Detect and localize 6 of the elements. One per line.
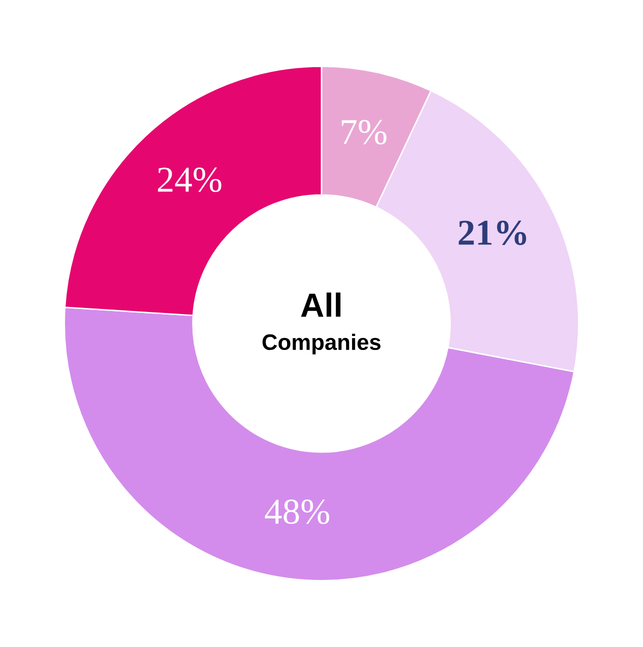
text: Companies bbox=[262, 334, 380, 354]
data-label: 21% bbox=[458, 220, 526, 246]
data-label: 24% bbox=[158, 168, 222, 192]
data-label: 7% bbox=[342, 120, 386, 144]
data-label: 48% bbox=[264, 500, 330, 524]
text: All bbox=[301, 292, 340, 317]
